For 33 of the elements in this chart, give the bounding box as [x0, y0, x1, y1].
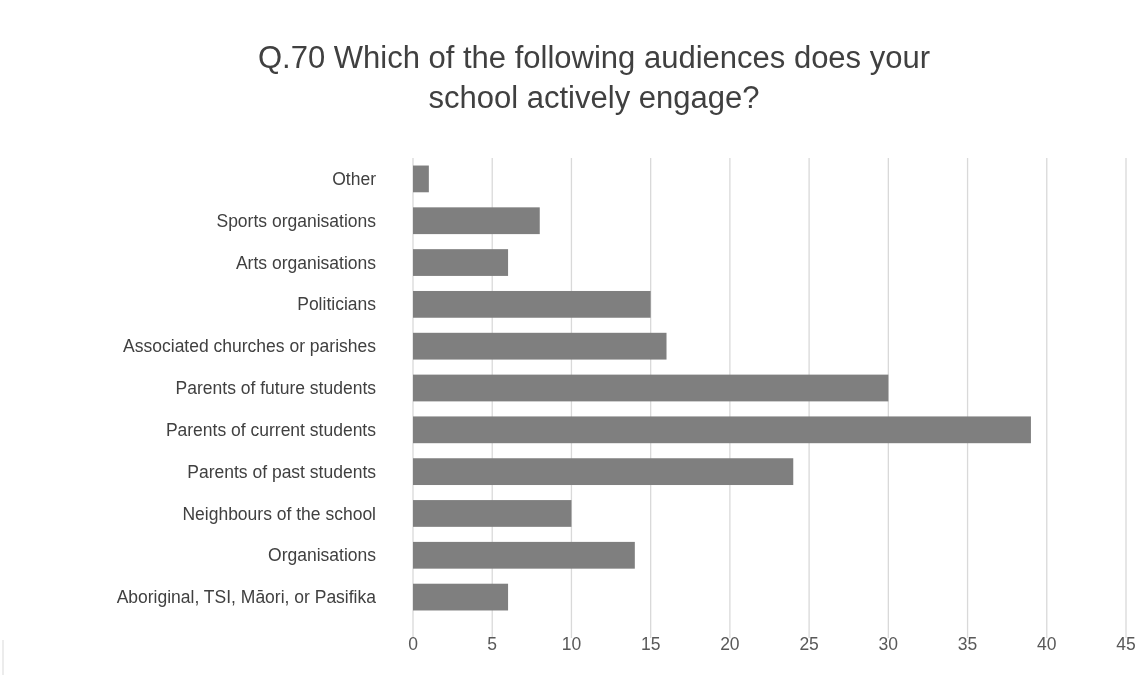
bar — [413, 249, 509, 276]
y-tick-label: Neighbours of the school — [182, 503, 376, 524]
y-tick-label: Sports organisations — [216, 210, 377, 231]
y-tick-label: Organisations — [268, 545, 377, 566]
y-tick-label: Aboriginal, TSI, Māori, or Pasifika — [116, 587, 377, 608]
x-tick-label: 35 — [957, 634, 978, 654]
x-tick-label: 0 — [408, 634, 419, 654]
y-tick-label: Parents of past students — [187, 461, 377, 482]
y-tick-label: Other — [332, 169, 377, 190]
bar — [413, 290, 651, 318]
x-tick-label: 15 — [640, 634, 661, 654]
x-tick-label: 10 — [561, 634, 582, 654]
x-tick-label: 45 — [1116, 634, 1136, 654]
bar — [413, 541, 635, 569]
x-tick-label: 20 — [720, 634, 740, 654]
y-tick-label: Politicians — [297, 294, 377, 315]
chart-title: Q.70 Which of the following audiences does your school actively engage? — [257, 40, 931, 115]
bar — [413, 207, 540, 235]
y-tick-label: Parents of future students — [175, 378, 377, 399]
bar — [413, 500, 572, 527]
bar — [413, 374, 889, 402]
bar — [413, 583, 509, 611]
bar — [413, 332, 667, 360]
y-tick-label: Parents of current students — [165, 419, 377, 440]
y-tick-label: Associated churches or parishes — [123, 336, 377, 357]
x-tick-label: 25 — [799, 634, 819, 654]
bar — [413, 416, 1031, 444]
bar — [413, 458, 794, 486]
x-tick-label: 5 — [487, 634, 498, 654]
bar — [413, 165, 429, 193]
x-tick-label: 40 — [1037, 634, 1057, 654]
y-tick-label: Arts organisations — [235, 252, 377, 273]
x-tick-label: 30 — [878, 634, 899, 654]
